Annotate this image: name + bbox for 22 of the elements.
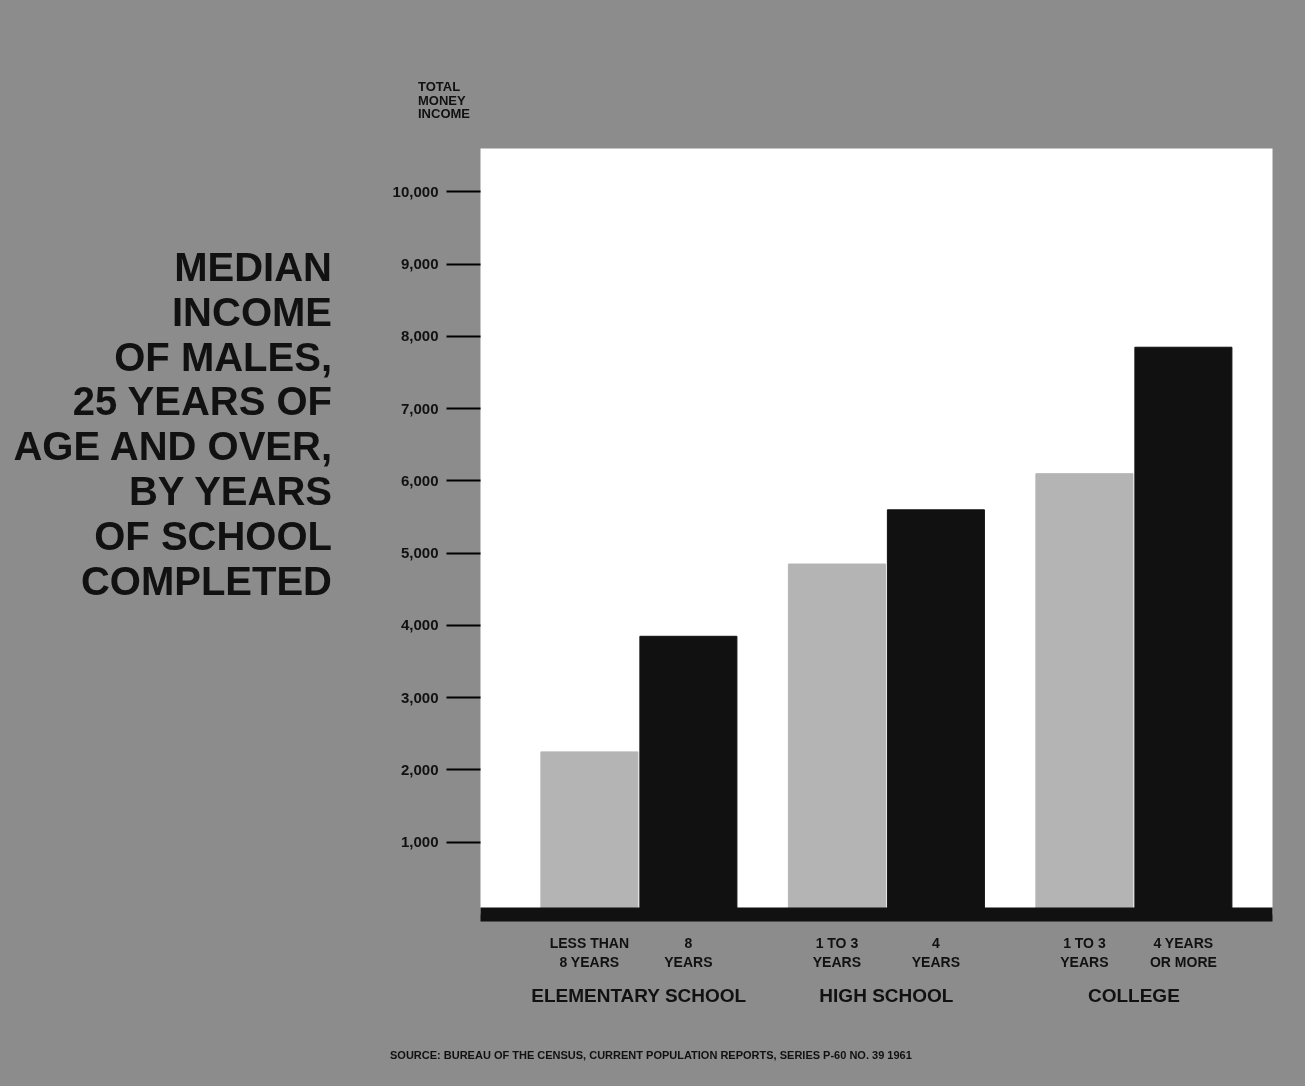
source-note: SOURCE: BUREAU OF THE CENSUS, CURRENT POPULATION REPORTS, SERIES P-60 NO. 39 1961 — [390, 1048, 912, 1063]
y-tick-label: 9,000 — [400, 255, 439, 273]
y-tick-label: 7,000 — [400, 399, 439, 417]
text: COLLEGE — [1087, 984, 1180, 1006]
x-tick-label: 1 TO 3 YEARS — [812, 934, 862, 970]
x-tick-label: LESS THAN 8 YEARS — [549, 934, 630, 970]
text: HIGH SCHOOL — [819, 984, 954, 1006]
x-tick-label: 1 TO 3 YEARS — [1060, 934, 1109, 970]
y-tick-label: 10,000 — [392, 182, 439, 200]
y-tick-label: 6,000 — [400, 471, 439, 489]
x-tick-label: 4 YEARS OR MORE — [1149, 934, 1217, 970]
y-tick-label: 8,000 — [400, 327, 439, 345]
y-tick-label: 1,000 — [400, 833, 439, 851]
y-tick-label: 4,000 — [400, 616, 439, 634]
y-tick-label: 2,000 — [400, 760, 439, 778]
text: ELEMENTARY SCHOOL — [531, 984, 747, 1006]
y-tick-label: 3,000 — [400, 688, 439, 706]
y-tick-label: 5,000 — [400, 544, 439, 562]
x-tick-label: 8 YEARS — [664, 934, 713, 970]
text: MEDIAN INCOME OF MALES, 25 YEARS OF AGE AND OVER, BY YEARS OF SCHOOL COMPLETED — [13, 245, 332, 604]
x-tick-label: 4 YEARS — [911, 934, 961, 970]
y-axis-title: TOTAL MONEY INCOME — [418, 79, 470, 122]
